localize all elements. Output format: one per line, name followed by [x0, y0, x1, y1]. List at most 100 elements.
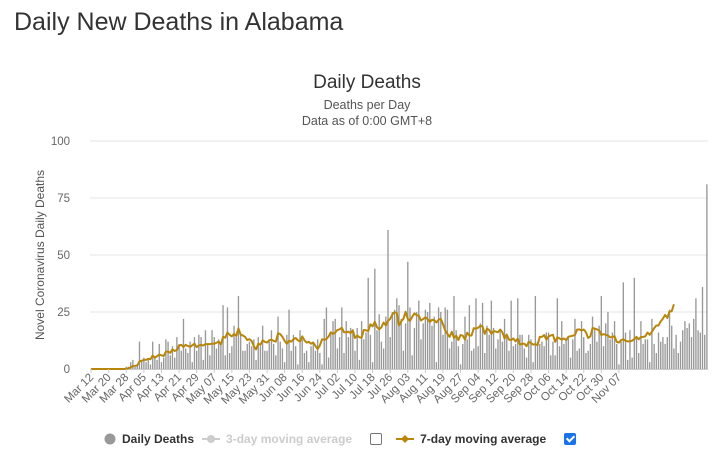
- daily-deaths-bar: [508, 350, 510, 369]
- daily-deaths-bar: [600, 296, 603, 369]
- daily-deaths-bar: [404, 323, 407, 369]
- daily-deaths-bar: [400, 318, 402, 369]
- daily-deaths-bar: [228, 353, 231, 369]
- daily-deaths-bar: [389, 337, 391, 369]
- daily-deaths-bar: [217, 339, 220, 369]
- daily-deaths-bar: [360, 321, 363, 369]
- daily-deaths-bar: [578, 348, 581, 369]
- daily-deaths-bar: [519, 334, 521, 369]
- legend-label-daily-deaths: Daily Deaths: [122, 432, 195, 446]
- daily-deaths-bar: [143, 357, 145, 369]
- daily-deaths-bar: [521, 334, 523, 369]
- daily-deaths-bar: [330, 332, 332, 369]
- daily-deaths-bar: [484, 353, 486, 369]
- legend-item-7-day-moving-average[interactable]: 7-day moving average: [396, 432, 546, 446]
- daily-deaths-bar: [690, 337, 693, 369]
- checkbox-7-day-moving-average[interactable]: [564, 433, 577, 445]
- daily-deaths-bar: [349, 327, 352, 369]
- daily-deaths-bar: [352, 332, 354, 369]
- daily-deaths-bar: [552, 341, 554, 369]
- daily-deaths-bar: [321, 364, 323, 369]
- daily-deaths-bar: [435, 362, 438, 369]
- daily-deaths-bar: [448, 348, 451, 369]
- legend-item-3-day-moving-average[interactable]: 3-day moving average: [202, 432, 352, 446]
- daily-deaths-bar: [308, 362, 310, 369]
- daily-deaths-bar: [204, 330, 207, 369]
- daily-deaths-bar: [651, 318, 653, 369]
- daily-deaths-bar: [343, 353, 345, 369]
- daily-deaths-bar: [503, 318, 506, 369]
- daily-deaths-bar: [314, 350, 317, 369]
- daily-deaths-bar: [666, 337, 668, 369]
- daily-deaths-bar: [464, 316, 466, 369]
- daily-deaths-bar: [413, 327, 416, 369]
- daily-deaths-bar: [264, 350, 266, 369]
- daily-deaths-bar: [160, 362, 163, 369]
- daily-deaths-bar: [536, 341, 539, 369]
- daily-deaths-bar: [697, 330, 699, 369]
- daily-deaths-bar: [378, 314, 380, 369]
- daily-deaths-bar: [587, 350, 589, 369]
- daily-deaths-bar: [424, 309, 427, 369]
- daily-deaths-bar: [596, 341, 598, 369]
- daily-deaths-bar: [261, 325, 264, 369]
- daily-deaths-bar: [539, 343, 541, 369]
- daily-deaths-bar: [398, 305, 400, 369]
- legend-item-daily-deaths[interactable]: Daily Deaths: [104, 432, 194, 446]
- daily-deaths-bar: [453, 296, 455, 369]
- daily-deaths-bar: [677, 353, 679, 369]
- daily-deaths-bar: [525, 357, 528, 369]
- daily-deaths-bar: [534, 296, 537, 369]
- daily-deaths-bar: [206, 343, 209, 369]
- daily-deaths-bar: [532, 362, 534, 369]
- daily-deaths-bar: [563, 343, 565, 369]
- y-tick-label: 75: [57, 193, 70, 205]
- daily-deaths-bar: [369, 334, 372, 369]
- daily-deaths-bar: [646, 339, 649, 369]
- daily-deaths-bar: [253, 339, 255, 369]
- daily-deaths-bar: [266, 350, 268, 369]
- daily-deaths-bar: [268, 341, 270, 369]
- daily-deaths-bar: [653, 343, 655, 369]
- daily-deaths-bar: [662, 337, 664, 369]
- daily-deaths-bar: [281, 348, 284, 369]
- daily-deaths-bar: [561, 321, 563, 369]
- daily-deaths-bar: [556, 298, 559, 369]
- daily-deaths-bar: [475, 298, 477, 369]
- daily-deaths-bar: [336, 348, 339, 369]
- daily-deaths-bar: [486, 325, 488, 369]
- daily-deaths-bar: [156, 359, 158, 369]
- daily-deaths-bar: [209, 355, 211, 369]
- daily-deaths-bar: [517, 298, 519, 369]
- daily-deaths-bar: [627, 359, 629, 369]
- daily-deaths-bar: [407, 261, 409, 369]
- daily-deaths-bar: [356, 327, 358, 369]
- daily-deaths-bar: [231, 346, 233, 369]
- daily-deaths-bar: [138, 341, 141, 369]
- daily-deaths-bar: [554, 355, 556, 369]
- daily-deaths-bar: [640, 321, 642, 369]
- daily-deaths-bar: [332, 321, 334, 369]
- daily-deaths-bar: [347, 337, 350, 369]
- daily-deaths-bar: [338, 337, 341, 369]
- daily-deaths-bar: [334, 318, 336, 369]
- daily-deaths-bar: [565, 339, 567, 369]
- daily-deaths-bar: [545, 332, 548, 369]
- daily-deaths-bar: [409, 307, 411, 369]
- daily-deaths-bar: [272, 343, 275, 369]
- daily-deaths-bar: [576, 350, 578, 369]
- daily-deaths-bar: [367, 277, 369, 369]
- daily-deaths-bar: [154, 357, 156, 369]
- daily-deaths-bar: [211, 330, 213, 369]
- daily-deaths-bar: [292, 334, 295, 369]
- page-title: Daily New Deaths in Alabama: [14, 8, 344, 36]
- daily-deaths-bar: [684, 321, 686, 369]
- daily-deaths-bar: [195, 350, 198, 369]
- checkbox-3-day-moving-average[interactable]: [370, 433, 383, 445]
- daily-deaths-bar: [459, 364, 462, 369]
- legend-label-3-day-moving-average: 3-day moving average: [226, 432, 353, 446]
- daily-deaths-bar: [319, 353, 321, 369]
- chart-legend: Daily Deaths 3-day moving average 7-day …: [104, 429, 590, 449]
- daily-deaths-bar: [673, 348, 675, 369]
- daily-deaths-bar: [477, 346, 479, 369]
